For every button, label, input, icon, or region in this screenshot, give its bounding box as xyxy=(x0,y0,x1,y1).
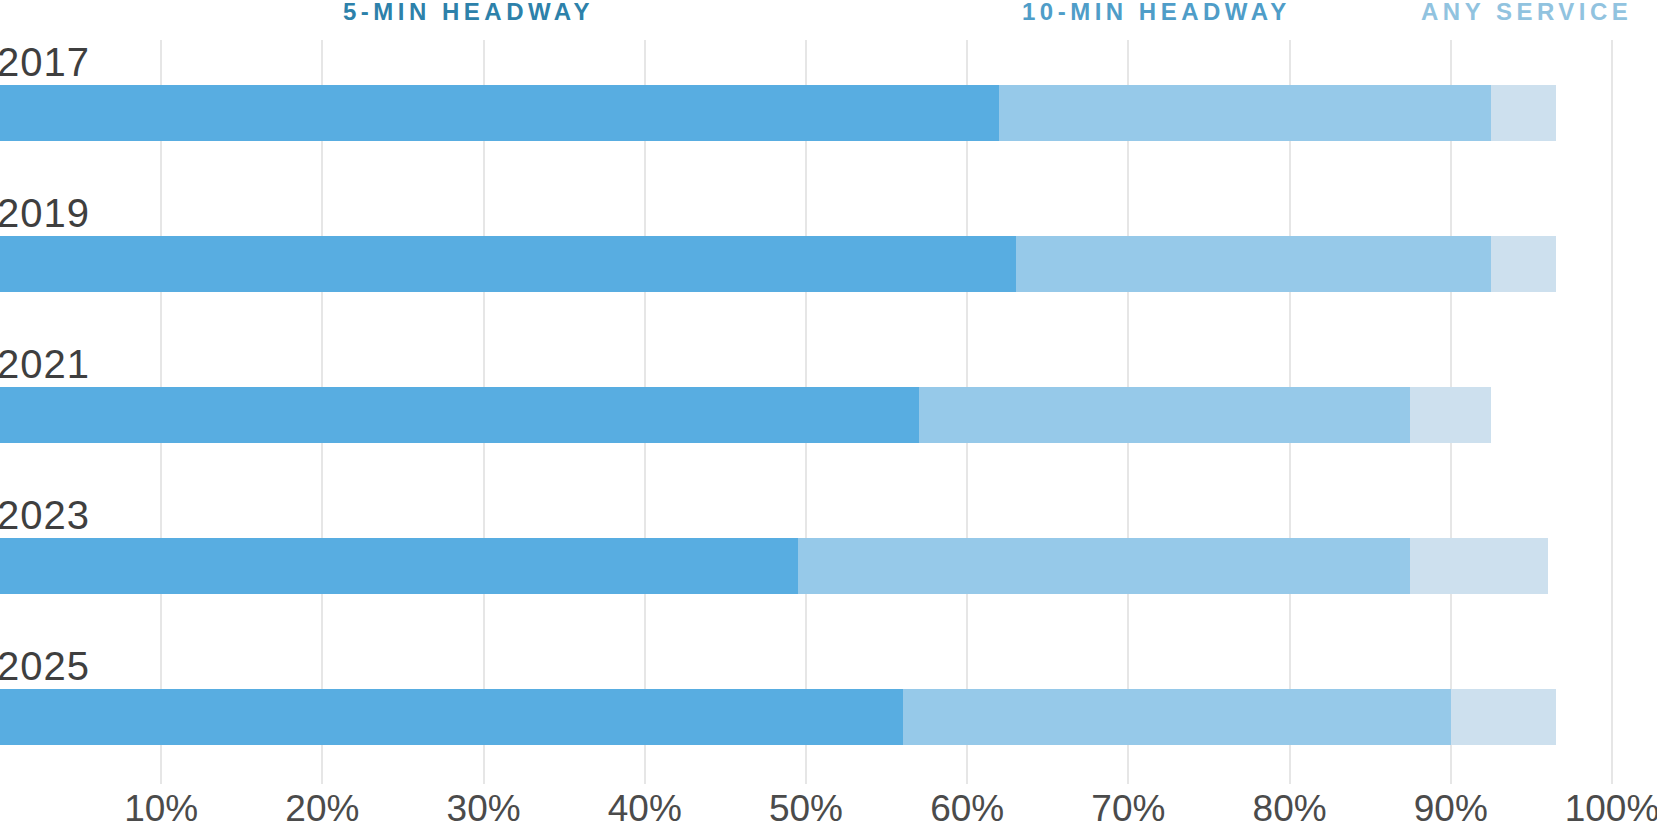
bar-2017 xyxy=(0,85,1556,141)
year-label-2023: 2023 xyxy=(0,493,90,537)
bar-segment-5-min-headway xyxy=(0,85,999,141)
legend-10min-headway-label: 10-MIN HEADWAY xyxy=(1022,0,1291,26)
bar-segment-5-min-headway xyxy=(0,538,798,594)
x-axis-tick-20%: 20% xyxy=(285,788,359,830)
plot-area: 2017 2019 2021 2023 2025 10% 20% 30% 40% 50% 60% 70… xyxy=(0,40,1657,831)
x-axis-tick-40%: 40% xyxy=(608,788,682,830)
year-label-2021: 2021 xyxy=(0,342,90,386)
bar-2021 xyxy=(0,387,1491,443)
x-axis-tick-90%: 90% xyxy=(1414,788,1488,830)
bar-segment-any-service xyxy=(1410,387,1491,443)
year-label-2019: 2019 xyxy=(0,191,90,235)
bar-segment-10-min-headway xyxy=(999,85,1491,141)
bar-segment-5-min-headway xyxy=(0,387,919,443)
x-axis-tick-50%: 50% xyxy=(769,788,843,830)
gridline-100% xyxy=(1611,40,1613,784)
bar-segment-any-service xyxy=(1410,538,1547,594)
legend-5min-headway-label: 5-MIN HEADWAY xyxy=(343,0,594,26)
year-label-2017: 2017 xyxy=(0,40,90,84)
x-axis-tick-70%: 70% xyxy=(1091,788,1165,830)
x-axis-tick-10%: 10% xyxy=(124,788,198,830)
bar-segment-any-service xyxy=(1491,236,1555,292)
bar-2025 xyxy=(0,689,1556,745)
bar-segment-5-min-headway xyxy=(0,689,903,745)
bar-2019 xyxy=(0,236,1556,292)
bar-segment-10-min-headway xyxy=(1016,236,1492,292)
year-label-2025: 2025 xyxy=(0,644,90,688)
bar-segment-10-min-headway xyxy=(903,689,1451,745)
bar-segment-10-min-headway xyxy=(919,387,1411,443)
x-axis-tick-80%: 80% xyxy=(1253,788,1327,830)
bar-segment-10-min-headway xyxy=(798,538,1411,594)
bar-segment-any-service xyxy=(1491,85,1555,141)
bar-2023 xyxy=(0,538,1548,594)
bar-segment-5-min-headway xyxy=(0,236,1016,292)
x-axis-tick-30%: 30% xyxy=(447,788,521,830)
x-axis-tick-60%: 60% xyxy=(930,788,1004,830)
legend-any-service-label: ANY SERVICE xyxy=(1421,0,1632,26)
bar-segment-any-service xyxy=(1451,689,1556,745)
chart-legend: 5-MIN HEADWAY 10-MIN HEADWAY ANY SERVICE xyxy=(0,0,1657,30)
x-axis-tick-100%: 100% xyxy=(1565,788,1657,830)
